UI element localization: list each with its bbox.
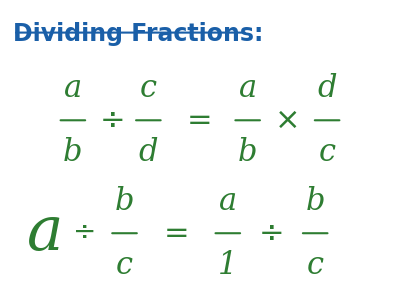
Text: d: d [317,73,337,104]
Text: b: b [115,186,134,217]
Text: ÷: ÷ [259,219,284,248]
Text: a: a [219,186,237,217]
Text: ÷: ÷ [73,219,96,247]
Text: =: = [187,106,213,135]
Text: 1: 1 [218,250,238,280]
Text: =: = [163,219,189,248]
Text: b: b [63,136,83,168]
Text: a: a [27,203,63,263]
Text: c: c [140,73,157,104]
Text: c: c [318,136,336,168]
Text: d: d [139,136,158,168]
Text: ÷: ÷ [100,106,126,135]
Text: b: b [306,186,325,217]
Text: c: c [116,250,133,280]
Text: c: c [307,250,324,280]
Text: a: a [239,73,257,104]
Text: Dividing Fractions:: Dividing Fractions: [13,22,264,46]
Text: ×: × [275,106,300,135]
Text: b: b [238,136,258,168]
Text: a: a [64,73,82,104]
